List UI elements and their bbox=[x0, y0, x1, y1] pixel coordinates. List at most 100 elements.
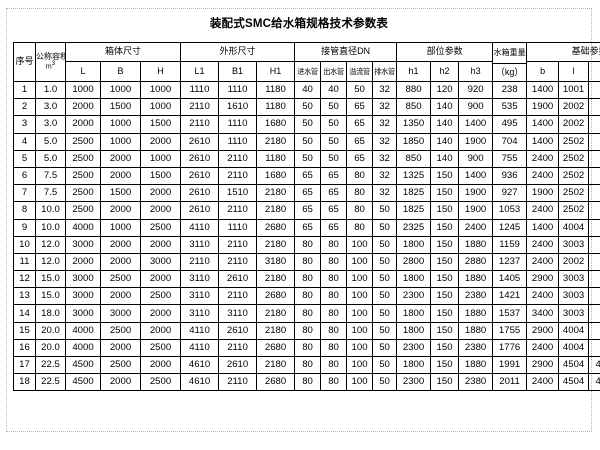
cell-b: 1400 bbox=[526, 80, 560, 100]
cell-h1: 1800 bbox=[396, 235, 432, 254]
cell-h1: 1325 bbox=[396, 166, 432, 186]
cell-H: 2000 bbox=[139, 201, 182, 220]
cell-outlet: 80 bbox=[320, 252, 348, 272]
cell-h2: 150 bbox=[430, 201, 460, 220]
cell-weight: 238 bbox=[492, 80, 528, 100]
cell-overflow: 100 bbox=[346, 355, 374, 375]
cell-drain: 50 bbox=[372, 218, 398, 237]
cell-overflow: 100 bbox=[346, 287, 374, 306]
cell-B: 2000 bbox=[100, 373, 141, 392]
cell-h2: 140 bbox=[430, 132, 460, 151]
cell-h1: 2300 bbox=[396, 373, 432, 392]
cell-no: 2 bbox=[13, 98, 36, 117]
cell-L1: 2110 bbox=[180, 98, 220, 117]
cell-vol: 12.0 bbox=[35, 235, 66, 254]
cell-h1: 2300 bbox=[396, 338, 432, 358]
cell-inlet: 80 bbox=[294, 252, 322, 272]
header-volume: 公称容积 m3 bbox=[35, 42, 66, 82]
cell-B: 2000 bbox=[100, 287, 141, 306]
header-foundation-params: 基础参数（mm） bbox=[526, 42, 600, 62]
cell-no: 10 bbox=[13, 235, 36, 254]
cell-h2: 120 bbox=[430, 80, 460, 100]
cell-l: 4004 bbox=[558, 218, 590, 237]
cell-drain: 50 bbox=[372, 270, 398, 289]
table-row: 9 10.0 4000 1000 2500 4110 1110 2680 65 65 80 50 232… bbox=[13, 218, 600, 237]
cell-weight: 704 bbox=[492, 132, 528, 151]
cell-overflow: 100 bbox=[346, 304, 374, 323]
cell-weight: 927 bbox=[492, 184, 528, 203]
cell-no: 18 bbox=[13, 373, 36, 392]
cell-overflow: 65 bbox=[346, 149, 374, 168]
cell-inlet: 80 bbox=[294, 304, 322, 323]
header-l: l bbox=[558, 61, 590, 82]
cell-B: 3000 bbox=[100, 304, 141, 323]
cell-H: 1000 bbox=[139, 80, 182, 100]
cell-weight: 1237 bbox=[492, 252, 528, 272]
cell-L1: 1110 bbox=[180, 80, 220, 100]
cell-L: 2500 bbox=[65, 149, 101, 168]
cell-L: 4000 bbox=[65, 218, 101, 237]
cell-drain: 50 bbox=[372, 287, 398, 306]
cell-b: 2400 bbox=[526, 166, 560, 186]
cell-l: 2502 bbox=[558, 184, 590, 203]
cell-B: 1500 bbox=[100, 98, 141, 117]
cell-overflow: 100 bbox=[346, 270, 374, 289]
cell-weight: 495 bbox=[492, 115, 528, 134]
header-brace: 撑条数n/撑条间距 bbox=[588, 61, 600, 82]
cell-H1: 2180 bbox=[256, 321, 296, 340]
cell-inlet: 80 bbox=[294, 287, 322, 306]
cell-L: 3000 bbox=[65, 235, 101, 254]
cell-h1: 2800 bbox=[396, 252, 432, 272]
cell-inlet: 50 bbox=[294, 115, 322, 134]
cell-outlet: 80 bbox=[320, 304, 348, 323]
cell-B: 1000 bbox=[100, 80, 141, 100]
cell-drain: 32 bbox=[372, 184, 398, 203]
cell-H1: 3180 bbox=[256, 252, 296, 272]
header-h1: h1 bbox=[396, 61, 432, 82]
cell-brace: 2/2002 bbox=[588, 98, 600, 117]
cell-outlet: 65 bbox=[320, 166, 348, 186]
cell-no: 5 bbox=[13, 149, 36, 168]
cell-b: 2400 bbox=[526, 338, 560, 358]
cell-B: 1000 bbox=[100, 115, 141, 134]
cell-B1: 2110 bbox=[218, 235, 258, 254]
cell-B1: 2110 bbox=[218, 252, 258, 272]
cell-weight: 1053 bbox=[492, 201, 528, 220]
cell-no: 11 bbox=[13, 252, 36, 272]
cell-weight: 1755 bbox=[492, 321, 528, 340]
cell-B1: 2110 bbox=[218, 287, 258, 306]
cell-H1: 2680 bbox=[256, 287, 296, 306]
cell-h3: 1880 bbox=[458, 304, 494, 323]
cell-L1: 3110 bbox=[180, 270, 220, 289]
cell-brace: 3/1001+2002 bbox=[588, 304, 600, 323]
cell-inlet: 50 bbox=[294, 98, 322, 117]
header-row-group: 序号 公称容积 m3 箱体尺寸 外形尺寸 接管直径DN 部位参数 水箱重量 基础… bbox=[13, 42, 600, 82]
cell-H: 2000 bbox=[139, 270, 182, 289]
cell-h3: 2380 bbox=[458, 287, 494, 306]
cell-overflow: 80 bbox=[346, 166, 374, 186]
table-row: 18 22.5 4500 2000 2500 4610 2110 2680 80 80 100 50 2… bbox=[13, 373, 600, 392]
cell-drain: 50 bbox=[372, 373, 398, 392]
cell-l: 2502 bbox=[558, 149, 590, 168]
cell-B1: 2110 bbox=[218, 166, 258, 186]
cell-h3: 2400 bbox=[458, 218, 494, 237]
cell-h3: 900 bbox=[458, 98, 494, 117]
cell-l: 4504 bbox=[558, 355, 590, 375]
cell-outlet: 40 bbox=[320, 80, 348, 100]
cell-h3: 900 bbox=[458, 149, 494, 168]
cell-L: 3000 bbox=[65, 304, 101, 323]
cell-H: 2500 bbox=[139, 338, 182, 358]
cell-weight: 1245 bbox=[492, 218, 528, 237]
cell-h3: 2380 bbox=[458, 338, 494, 358]
cell-B: 2000 bbox=[100, 201, 141, 220]
cell-l: 3003 bbox=[558, 304, 590, 323]
table-row: 15 20.0 4000 2500 2000 4110 2610 2180 80 80 100 50 1… bbox=[13, 321, 600, 340]
cell-h2: 140 bbox=[430, 115, 460, 134]
header-drain-pipe: 排水管 bbox=[372, 61, 398, 82]
cell-B: 2000 bbox=[100, 235, 141, 254]
cell-L1: 2110 bbox=[180, 115, 220, 134]
header-L1: L1 bbox=[180, 61, 220, 82]
cell-H: 3000 bbox=[139, 252, 182, 272]
cell-outlet: 65 bbox=[320, 184, 348, 203]
